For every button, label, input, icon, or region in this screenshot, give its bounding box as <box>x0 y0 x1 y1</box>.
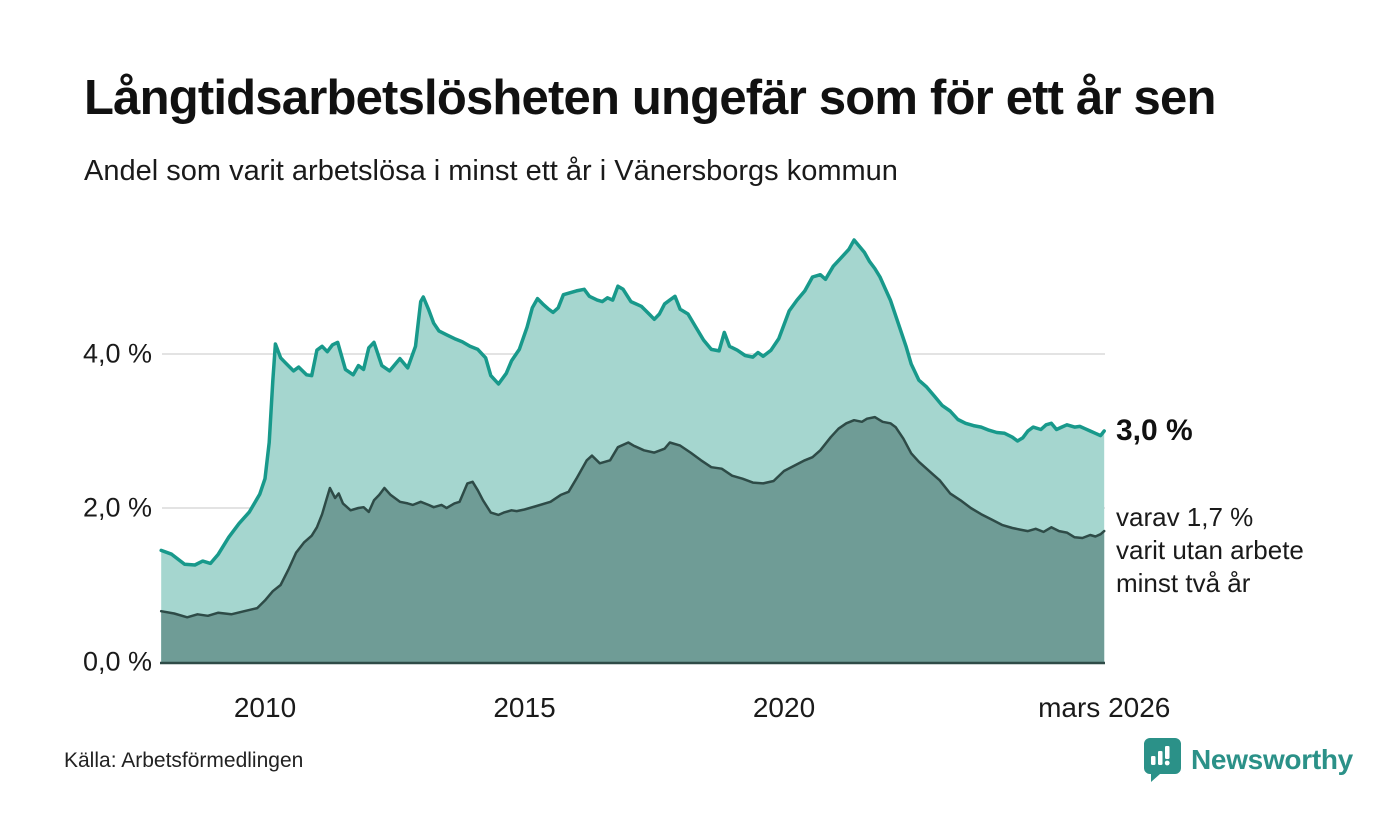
area-unemployed-two-years <box>161 417 1105 662</box>
newsworthy-logo-icon <box>1144 738 1181 782</box>
secondary-annotation-line-3: minst två år <box>1116 568 1251 598</box>
newsworthy-logo-text: Newsworthy <box>1191 743 1353 775</box>
newsworthy-logo: Newsworthy <box>1143 737 1353 782</box>
x-axis-tick-2015: 2015 <box>493 692 556 723</box>
y-axis-tick-4: 4,0 % <box>82 338 152 369</box>
x-axis-tick-mars-2026: mars 2026 <box>1038 692 1171 723</box>
page-title: Långtidsarbetslösheten ungefär som för e… <box>84 71 1216 125</box>
chart-subtitle: Andel som varit arbetslösa i minst ett å… <box>84 155 898 187</box>
source-attribution: Källa: Arbetsförmedlingen <box>64 749 304 772</box>
secondary-annotation-line-2: varit utan arbete <box>1116 535 1304 565</box>
x-axis-tick-2020: 2020 <box>752 692 816 723</box>
line-unemployed-one-year <box>159 238 1106 567</box>
line-unemployed-two-years <box>159 415 1106 619</box>
x-axis-tick-2010: 2010 <box>233 692 297 723</box>
secondary-annotation: varav 1,7 % varit utan arbete minst två … <box>1116 501 1304 600</box>
end-value-annotation: 3,0 % <box>1116 414 1193 447</box>
secondary-annotation-line-1: varav 1,7 % <box>1116 502 1254 532</box>
y-axis-tick-2: 2,0 % <box>82 492 152 523</box>
y-axis-tick-0: 0,0 % <box>82 646 152 677</box>
